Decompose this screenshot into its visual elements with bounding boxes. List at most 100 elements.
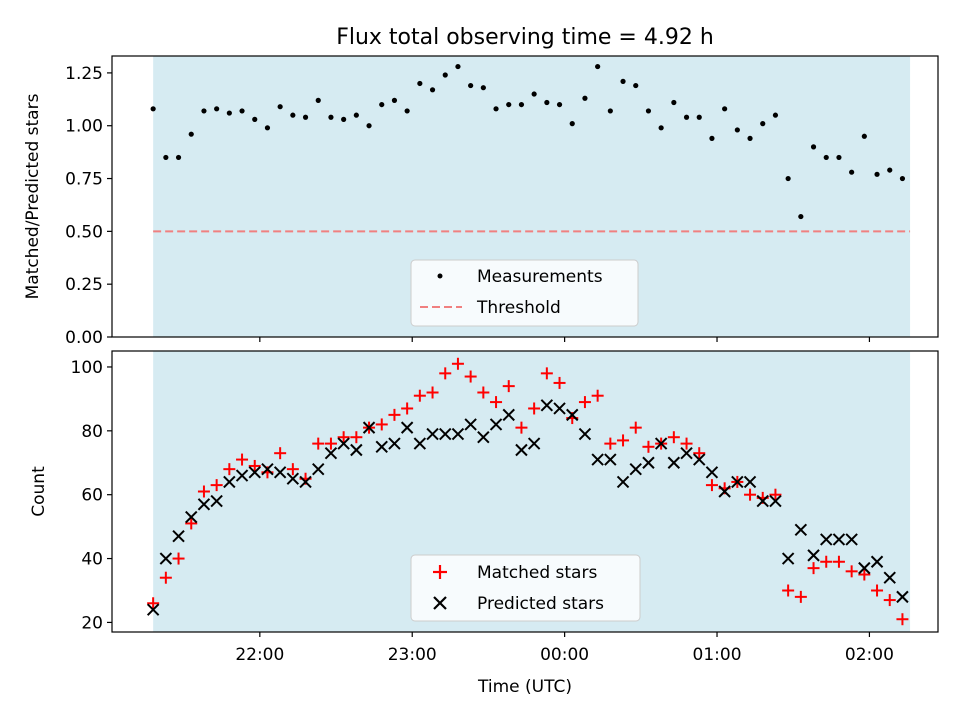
matched-star-point: [680, 437, 693, 450]
predicted-star-point: [718, 485, 731, 498]
measurement-point: [582, 95, 588, 101]
measurement-point: [531, 91, 537, 97]
predicted-star-point: [756, 494, 769, 508]
matched-star-point: [464, 370, 477, 383]
matched-star-point: [147, 597, 160, 610]
measurement-point: [163, 154, 169, 161]
predicted-star-point: [820, 533, 833, 546]
counts-panel: 20 40 60 80 100 22:00 23:00 00:00 01:00 02:00 Co…: [29, 350, 939, 697]
measurement-point: [277, 104, 283, 110]
y-tick-label: 1.00: [65, 117, 103, 137]
measurement-point: [823, 154, 829, 161]
measurement-points: [150, 63, 906, 220]
bottom-legend: Matched stars Predicted stars: [410, 554, 641, 622]
predicted-star-point: [273, 466, 287, 479]
measurement-point: [772, 112, 779, 118]
matched-star-point: [617, 434, 630, 447]
legend-matched-marker: [433, 565, 447, 579]
predicted-star-point: [616, 475, 630, 489]
matched-star-point: [705, 479, 718, 492]
measurement-point: [785, 175, 791, 182]
measurement-point: [391, 97, 398, 103]
predicted-star-point: [210, 494, 223, 508]
matched-star-point: [845, 565, 858, 578]
measurement-point: [874, 171, 880, 177]
measurement-point: [175, 154, 182, 161]
measurement-point: [353, 112, 359, 118]
predicted-star-point: [781, 552, 795, 565]
predicted-star-point: [743, 475, 757, 489]
predicted-star-point: [566, 408, 579, 422]
matched-star-point: [451, 357, 464, 370]
predicted-star-point: [731, 475, 744, 489]
predicted-star-points: [146, 399, 909, 616]
matched-star-point: [667, 431, 680, 444]
predicted-star-point: [172, 529, 185, 543]
x-axis-label: Time (UTC): [477, 677, 572, 697]
measurement-point: [442, 72, 448, 78]
predicted-star-point: [312, 462, 325, 476]
matched-star-point: [223, 463, 236, 476]
matched-star-point: [528, 402, 541, 415]
matched-star-point: [350, 431, 363, 444]
x-tick-label: 23:00: [388, 645, 437, 665]
measurement-point: [252, 116, 258, 122]
x-tick-label: 02:00: [845, 645, 894, 665]
matched-star-point: [744, 488, 757, 501]
predicted-star-point: [604, 453, 617, 466]
legend-predicted-marker: [433, 596, 447, 610]
matched-star-point: [502, 380, 515, 393]
predicted-star-point: [426, 427, 439, 441]
measurement-point: [264, 125, 271, 131]
matched-star-point: [858, 568, 871, 581]
measurement-point: [404, 108, 410, 114]
bottom-y-axis-label: Count: [29, 466, 49, 517]
measurement-point: [760, 121, 766, 127]
predicted-star-point: [705, 466, 719, 479]
predicted-star-point: [502, 408, 515, 422]
matched-star-point: [236, 453, 249, 466]
predicted-star-point: [477, 431, 490, 444]
measurement-point: [595, 63, 601, 70]
predicted-star-point: [388, 437, 401, 450]
bottom-legend-box: [410, 554, 641, 622]
predicted-star-point: [159, 552, 173, 565]
predicted-star-point: [540, 399, 554, 412]
measurement-point: [836, 154, 842, 161]
legend-predicted-label: Predicted stars: [477, 594, 604, 614]
matched-star-point: [693, 447, 706, 460]
matched-star-point: [629, 421, 642, 434]
measurement-point: [341, 116, 347, 122]
y-tick-label: 40: [81, 550, 103, 570]
measurement-point: [315, 97, 321, 103]
chart-title: Flux total observing time = 4.92 h: [336, 25, 714, 50]
measurement-point: [569, 121, 575, 127]
legend-threshold-label: Threshold: [476, 298, 561, 318]
predicted-star-point: [642, 456, 655, 469]
measurement-point: [366, 123, 372, 129]
y-tick-label: 60: [81, 486, 103, 506]
predicted-star-point: [769, 494, 782, 508]
top-axes-frame: [111, 55, 939, 338]
matched-star-point: [794, 590, 807, 603]
predicted-star-point: [464, 418, 477, 431]
measurement-point: [887, 167, 893, 173]
top-y-axis-label: Matched/Predicted stars: [23, 93, 43, 299]
measurement-point: [734, 127, 740, 133]
measurement-point: [379, 101, 385, 108]
bottom-y-ticks: 20 40 60 80 100: [71, 358, 112, 633]
matched-star-point: [540, 367, 553, 380]
y-tick-label: 0.75: [65, 170, 103, 190]
matched-star-point: [604, 437, 617, 450]
predicted-star-point: [413, 437, 427, 450]
measurement-point: [607, 108, 613, 114]
matched-star-point: [388, 408, 401, 421]
predicted-star-point: [578, 427, 592, 441]
predicted-star-point: [248, 466, 261, 479]
measurement-point: [239, 108, 245, 114]
predicted-star-point: [299, 475, 312, 489]
legend-measurements-marker: [437, 273, 443, 279]
matched-star-point: [515, 421, 528, 434]
measurement-point: [633, 82, 639, 89]
predicted-star-point: [858, 561, 871, 575]
